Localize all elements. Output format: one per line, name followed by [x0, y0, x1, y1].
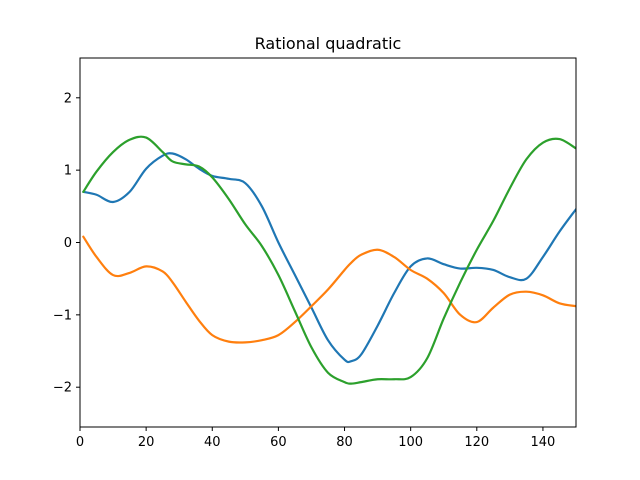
x-tick-label: 140: [531, 435, 556, 450]
series-line-3: [82, 135, 576, 385]
y-tick-label: −1: [53, 308, 72, 323]
series-layer: [82, 135, 576, 385]
y-tick-label: −2: [53, 381, 72, 396]
y-tick-label: 0: [64, 236, 72, 251]
series-line-2: [82, 235, 576, 344]
series-line-1: [82, 152, 576, 364]
x-tick-label: 0: [76, 435, 84, 450]
y-tick-label: 2: [64, 91, 72, 106]
x-tick-label: 100: [398, 435, 423, 450]
x-tick-label: 120: [464, 435, 489, 450]
x-tick-label: 20: [138, 435, 155, 450]
y-tick-label: 1: [64, 164, 72, 179]
chart-title: Rational quadratic: [255, 34, 402, 53]
axes-layer: 0 20 40 60 80 100 120 140 −2 −1 0 1 2: [53, 57, 577, 450]
x-tick-label: 80: [336, 435, 353, 450]
x-tick-label: 60: [270, 435, 287, 450]
x-tick-label: 40: [204, 435, 221, 450]
